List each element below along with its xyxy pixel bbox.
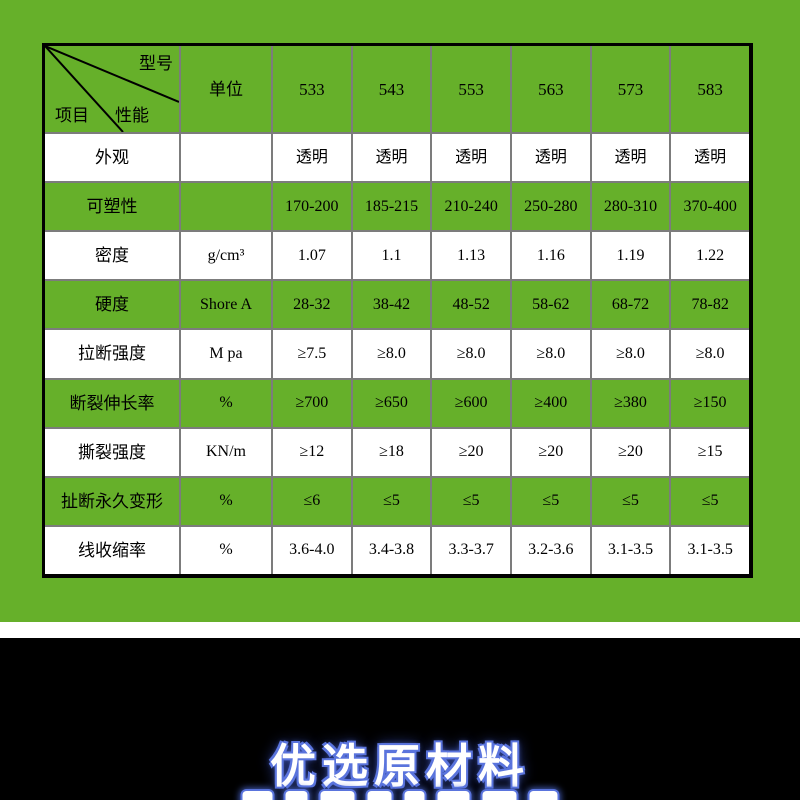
footer-clipped-text-line [242,791,558,800]
value-cell: 1.13 [432,232,510,280]
value-cell: ≥20 [432,428,510,476]
row-label: 撕裂强度 [45,428,179,476]
model-header: 553 [432,46,510,132]
row-unit: Shore A [181,281,271,329]
corner-label-project: 项目 [55,106,89,125]
value-cell: ≥12 [273,428,351,476]
value-cell: ≥700 [273,379,351,427]
product-spec-section: 型号 项目 性能 单位 533 543 553 563 573 583 外观 透明 透明 透明 透明… [0,0,800,622]
spec-table: 型号 项目 性能 单位 533 543 553 563 573 583 外观 透明 透明 透明 透明… [42,43,753,578]
value-cell: ≥15 [671,428,749,476]
value-cell: 3.3-3.7 [432,526,510,574]
value-cell: 3.2-3.6 [511,526,590,574]
value-cell: 210-240 [432,183,510,231]
clipped-glyph [404,791,425,800]
value-cell: 1.07 [273,232,351,280]
value-cell: 370-400 [671,183,749,231]
row-label: 硬度 [45,281,179,329]
row-label: 断裂伸长率 [45,379,179,427]
model-header: 533 [273,46,351,132]
value-cell: 68-72 [591,281,670,329]
clipped-glyph [242,791,273,800]
row-unit: M pa [181,330,271,378]
row-unit: % [181,379,271,427]
value-cell: ≥7.5 [273,330,351,378]
value-cell: ≥18 [352,428,431,476]
footer-headline: 优选原材料 [270,740,530,792]
row-unit: g/cm³ [181,232,271,280]
value-cell: ≥150 [671,379,749,427]
value-cell: 170-200 [273,183,351,231]
value-cell: ≥8.0 [671,330,749,378]
clipped-glyph [529,791,558,800]
value-cell: 1.19 [591,232,670,280]
footer-banner: 优选原材料 [0,638,800,800]
value-cell: 1.1 [352,232,431,280]
value-cell: ≤6 [273,477,351,525]
row-label: 外观 [45,134,179,182]
value-cell: ≤5 [432,477,510,525]
row-label: 拉断强度 [45,330,179,378]
value-cell: 38-42 [352,281,431,329]
divider-strip [0,622,800,638]
value-cell: 透明 [352,134,431,182]
value-cell: ≤5 [352,477,431,525]
value-cell: ≥20 [511,428,590,476]
diagonal-divider-lines [45,46,179,132]
row-label: 扯断永久变形 [45,477,179,525]
row-unit [181,183,271,231]
table-corner-cell: 型号 项目 性能 [45,46,179,132]
row-label: 线收缩率 [45,526,179,574]
value-cell: ≤5 [591,477,670,525]
value-cell: 3.1-3.5 [591,526,670,574]
row-unit [181,134,271,182]
unit-column-header: 单位 [181,46,271,132]
clipped-glyph [367,791,392,800]
model-header: 573 [591,46,670,132]
value-cell: 78-82 [671,281,749,329]
value-cell: ≥380 [591,379,670,427]
value-cell: ≥8.0 [591,330,670,378]
value-cell: ≥400 [511,379,590,427]
model-header: 583 [671,46,749,132]
value-cell: 250-280 [511,183,590,231]
value-cell: 透明 [511,134,590,182]
value-cell: 58-62 [511,281,590,329]
row-unit: % [181,526,271,574]
value-cell: 1.16 [511,232,590,280]
row-unit: KN/m [181,428,271,476]
row-label: 密度 [45,232,179,280]
clipped-glyph [482,791,517,800]
value-cell: 280-310 [591,183,670,231]
value-cell: ≥600 [432,379,510,427]
value-cell: 28-32 [273,281,351,329]
value-cell: ≤5 [511,477,590,525]
value-cell: ≤5 [671,477,749,525]
value-cell: 185-215 [352,183,431,231]
row-label: 可塑性 [45,183,179,231]
value-cell: 3.4-3.8 [352,526,431,574]
clipped-glyph [285,791,308,800]
model-header: 563 [511,46,590,132]
value-cell: 透明 [273,134,351,182]
corner-label-performance: 性能 [115,106,149,125]
model-header: 543 [352,46,431,132]
value-cell: ≥8.0 [511,330,590,378]
value-cell: ≥650 [352,379,431,427]
value-cell: 透明 [591,134,670,182]
value-cell: 透明 [671,134,749,182]
clipped-glyph [320,791,355,800]
value-cell: 1.22 [671,232,749,280]
value-cell: 3.1-3.5 [671,526,749,574]
value-cell: 透明 [432,134,510,182]
clipped-glyph [437,791,470,800]
value-cell: ≥20 [591,428,670,476]
row-unit: % [181,477,271,525]
value-cell: 3.6-4.0 [273,526,351,574]
value-cell: ≥8.0 [352,330,431,378]
corner-label-model: 型号 [139,54,173,73]
value-cell: ≥8.0 [432,330,510,378]
value-cell: 48-52 [432,281,510,329]
